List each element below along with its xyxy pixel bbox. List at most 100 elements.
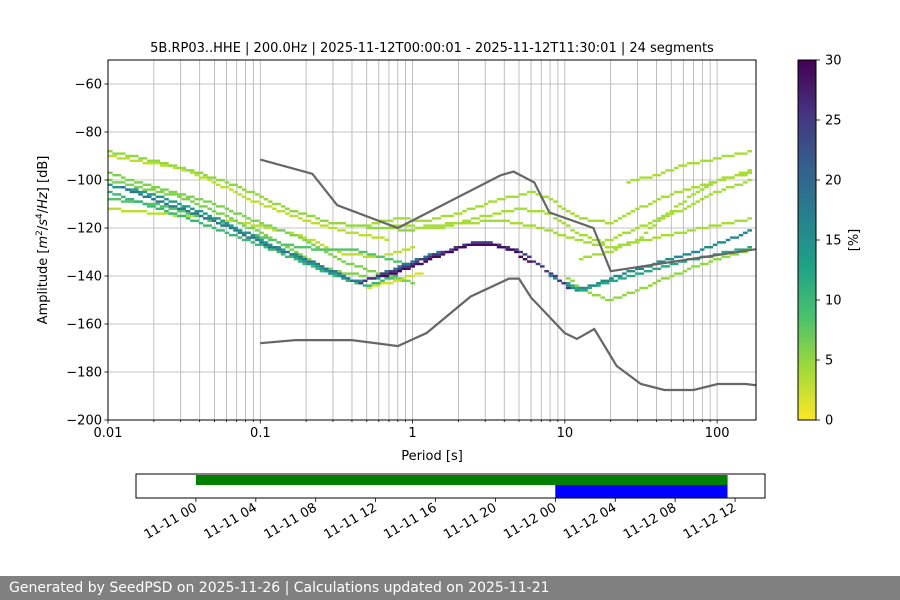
- density-cell: [324, 224, 329, 227]
- density-cell: [669, 193, 675, 196]
- density-cell: [177, 193, 182, 196]
- density-cell: [660, 195, 666, 198]
- density-cell: [319, 270, 325, 273]
- density-cell: [596, 253, 601, 256]
- density-cell: [276, 210, 282, 213]
- y-label-part-2: m: [36, 236, 51, 249]
- density-cell: [587, 255, 593, 258]
- density-cell: [531, 210, 536, 213]
- density-cell: [630, 210, 636, 213]
- density-cell: [302, 236, 308, 239]
- timeline-tick-label: 11-11 00: [142, 500, 200, 542]
- x-axis-ticks: 0.01 0.1 1 10 100: [94, 420, 730, 441]
- density-cell: [483, 241, 489, 244]
- density-cell: [527, 224, 532, 227]
- density-cell: [535, 226, 541, 230]
- density-cell: [691, 265, 696, 268]
- density-cell: [565, 236, 571, 239]
- density-cell: [125, 178, 130, 182]
- density-cell: [375, 274, 381, 278]
- density-cell: [406, 262, 411, 266]
- density-cell: [639, 272, 644, 275]
- density-cell: [540, 265, 545, 268]
- density-cell: [648, 238, 653, 242]
- density-cell: [643, 238, 649, 242]
- y-tick-label: −160: [66, 318, 102, 333]
- density-cell: [280, 205, 286, 208]
- density-cell: [743, 171, 748, 174]
- density-cell: [587, 236, 593, 239]
- density-cell: [203, 205, 208, 208]
- density-cell: [432, 255, 437, 258]
- density-cell: [138, 190, 143, 194]
- density-cell: [250, 234, 256, 237]
- density-cell: [358, 274, 364, 278]
- density-cell: [380, 282, 385, 285]
- density-cell: [462, 219, 467, 222]
- density-cell: [743, 181, 748, 184]
- density-cell: [617, 277, 623, 280]
- density-cell: [302, 212, 308, 215]
- density-cell: [116, 207, 122, 210]
- density-cell: [155, 202, 161, 206]
- density-cell: [324, 248, 329, 251]
- density-cell: [259, 243, 264, 246]
- density-cell: [142, 183, 148, 186]
- density-cell: [345, 224, 351, 227]
- density-cell: [194, 212, 200, 215]
- density-cell: [112, 186, 117, 189]
- density-cell: [488, 214, 493, 218]
- density-cell: [367, 255, 372, 258]
- density-cell: [444, 214, 450, 218]
- density-cell: [367, 226, 372, 230]
- psd-density-cells: [108, 150, 752, 302]
- y-label-part-6: 4: [35, 213, 45, 219]
- density-cell: [133, 190, 139, 194]
- density-cell: [380, 226, 385, 230]
- density-cell: [198, 214, 204, 218]
- density-cell: [738, 174, 744, 177]
- density-cell: [665, 265, 670, 268]
- density-cell: [552, 277, 558, 280]
- density-cell: [414, 272, 420, 275]
- density-cell: [686, 195, 692, 198]
- density-cell: [155, 212, 161, 215]
- density-cell: [375, 255, 381, 258]
- density-cell: [691, 186, 696, 189]
- density-cell: [721, 154, 727, 158]
- density-cell: [565, 286, 571, 290]
- density-cell: [578, 289, 584, 292]
- timeline-tick-label: 11-12 04: [561, 500, 619, 542]
- density-cell: [388, 274, 394, 278]
- density-cell: [444, 224, 450, 227]
- density-cell: [194, 210, 200, 213]
- density-cell: [172, 212, 178, 215]
- density-cell: [453, 248, 459, 251]
- density-cell: [384, 238, 390, 242]
- density-cell: [276, 248, 282, 251]
- density-cell: [108, 171, 113, 174]
- density-cell: [142, 202, 148, 206]
- density-cell: [138, 210, 143, 213]
- density-cell: [643, 286, 649, 290]
- density-cell: [444, 222, 450, 225]
- density-cell: [643, 270, 649, 273]
- density-cell: [570, 236, 575, 239]
- density-cell: [565, 224, 571, 227]
- density-cell: [419, 272, 424, 275]
- density-cell: [397, 279, 403, 282]
- density-cell: [228, 219, 234, 222]
- density-cell: [276, 229, 282, 232]
- density-cell: [306, 241, 312, 244]
- density-cell: [410, 224, 416, 227]
- density-cell: [604, 246, 610, 249]
- density-cell: [216, 183, 221, 186]
- density-cell: [319, 267, 325, 270]
- density-cell: [315, 265, 320, 268]
- density-cell: [336, 274, 342, 278]
- density-cell: [578, 217, 584, 220]
- density-cell: [561, 282, 567, 285]
- density-cell: [635, 207, 640, 210]
- density-cell: [345, 231, 351, 234]
